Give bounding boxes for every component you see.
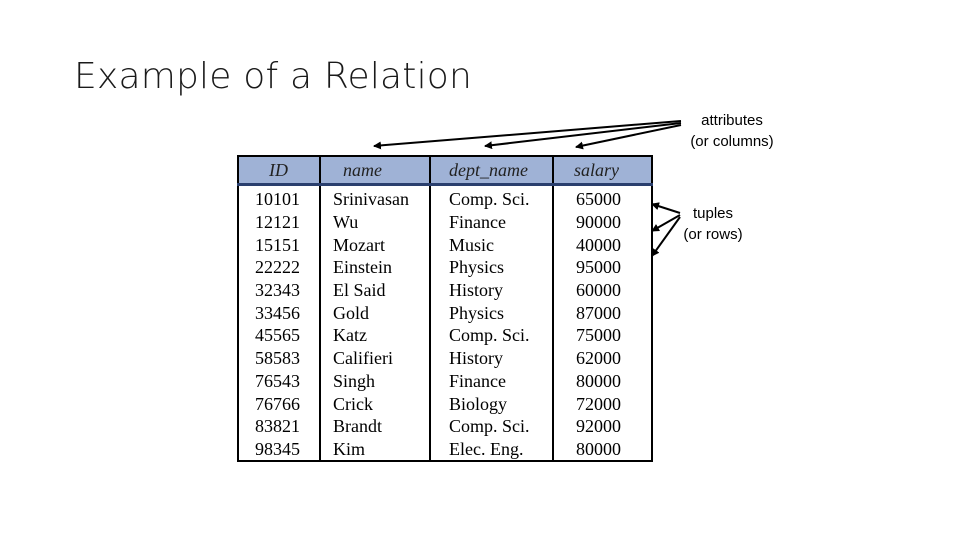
cell-dept-name: Physics [430,256,554,279]
slide-title: Example of a Relation [74,56,473,97]
cell-salary: 72000 [576,393,621,414]
cell-name: Wu [320,210,431,234]
tuples-annotation: tuples (or rows) [668,203,758,245]
attributes-label: attributes [701,112,763,129]
cell-name: Srinivasan [320,184,431,211]
table-row: 98345 Kim Elec. Eng. 80000 [238,437,652,462]
table-row: 12121 Wu Finance 90000 [238,210,652,234]
cell-salary: 60000 [576,280,621,301]
cell-salary: 87000 [576,302,621,323]
cell-salary: 80000 [576,438,621,459]
table-row: 58583 Califieri History 62000 [238,346,652,370]
table-row: 10101 Srinivasan Comp. Sci. 65000 [238,184,652,211]
cell-dept-name: Comp. Sci. [430,414,554,438]
arrow-to-dept-name-column [484,122,682,150]
attributes-annotation: attributes (or columns) [670,110,794,152]
cell-salary: 75000 [576,325,621,346]
cell-name: Mozart [320,233,431,257]
table-header-row: ID name dept_name salary [238,156,652,186]
table-row: 32343 El Said History 60000 [238,278,652,302]
table-row: 76543 Singh Finance 80000 [238,369,652,393]
cell-id: 15151 [238,233,321,257]
tuples-sublabel: (or rows) [683,226,743,243]
cell-dept-name: Finance [430,210,554,234]
cell-name: Califieri [320,346,431,370]
attributes-arrows [373,120,682,150]
table-body: 10101 Srinivasan Comp. Sci. 65000 12121 Wu Fin… [238,184,652,462]
cell-dept-name: Music [430,233,554,257]
cell-salary: 80000 [576,370,621,391]
cell-dept-name: Comp. Sci. [430,324,554,347]
cell-id: 33456 [238,301,321,325]
table-row: 76766 Crick Biology 72000 [238,392,652,415]
arrow-to-salary-column [575,124,682,150]
cell-dept-name: Finance [430,369,554,393]
column-header-name: name [320,156,431,186]
cell-name: Katz [320,324,431,347]
cell-salary: 90000 [576,212,621,233]
arrow-to-name-column [373,120,682,150]
cell-dept-name: Physics [430,301,554,325]
cell-dept-name: Comp. Sci. [430,184,554,211]
cell-name: Gold [320,301,431,325]
cell-name: Einstein [320,256,431,279]
cell-salary: 95000 [576,257,621,278]
table-row: 22222 Einstein Physics 95000 [238,256,652,279]
cell-id: 98345 [238,437,321,462]
table-row: 83821 Brandt Comp. Sci. 92000 [238,414,652,438]
column-header-id: ID [238,156,321,186]
instructor-relation-table: ID name dept_name salary 10101 Srinivasan… [237,155,653,463]
table-row: 33456 Gold Physics 87000 [238,301,652,325]
cell-salary: 92000 [576,416,621,437]
cell-name: Kim [320,437,431,462]
tuples-label: tuples [692,205,734,222]
attributes-sublabel: (or columns) [690,133,774,150]
cell-salary: 40000 [576,234,621,255]
cell-name: Crick [320,392,431,415]
cell-dept-name: Elec. Eng. [430,437,554,462]
cell-id: 10101 [238,184,321,211]
cell-name: Singh [320,369,431,393]
table-row: 15151 Mozart Music 40000 [238,233,652,257]
cell-id: 45565 [238,324,321,347]
cell-id: 12121 [238,210,321,234]
cell-dept-name: Biology [430,392,554,415]
cell-id: 83821 [238,414,321,438]
column-header-dept-name: dept_name [430,156,554,186]
cell-id: 32343 [238,278,321,302]
cell-name: Brandt [320,414,431,438]
cell-salary: 65000 [576,189,621,210]
cell-dept-name: History [430,346,554,370]
cell-salary: 62000 [576,348,621,369]
cell-id: 58583 [238,346,321,370]
column-header-salary: salary [553,156,652,186]
cell-name: El Said [320,278,431,302]
cell-id: 76543 [238,369,321,393]
cell-dept-name: History [430,278,554,302]
cell-id: 22222 [238,256,321,279]
cell-id: 76766 [238,392,321,415]
table-row: 45565 Katz Comp. Sci. 75000 [238,324,652,347]
